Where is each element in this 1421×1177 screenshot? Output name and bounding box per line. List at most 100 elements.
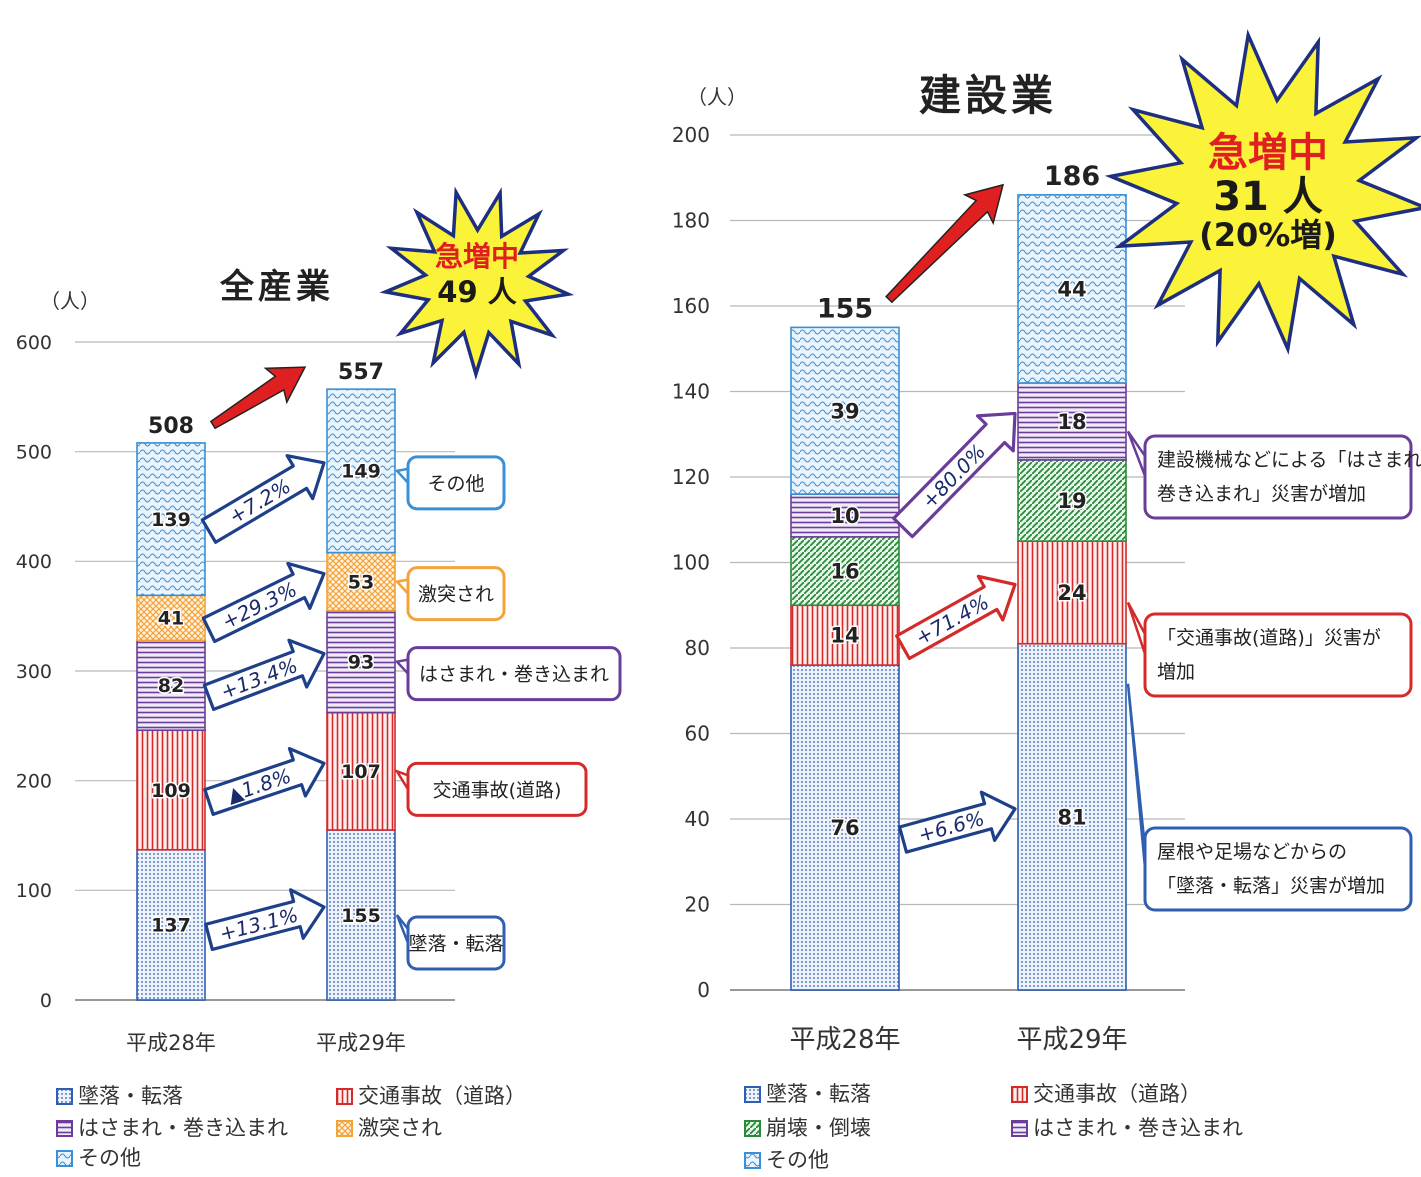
all-industry-legend-label: はさまれ・巻き込まれ: [78, 1116, 288, 1140]
all-industry-bar-segment: [326, 388, 396, 554]
construction-change-arrow: +80.0%: [892, 411, 1017, 539]
all-industry-legend-swatch: [56, 1120, 73, 1137]
all-industry-callout-text: 交通事故(道路): [433, 779, 562, 801]
all-industry-change-arrow-shape: [200, 454, 326, 544]
construction-callout-text: 「墜落・転落」災害が増加: [1157, 875, 1385, 897]
all-industry-callout-pointer: [394, 578, 410, 597]
all-industry-data-label: 53: [348, 571, 374, 593]
construction-unit-label: （人）: [687, 85, 747, 109]
all-industry-legend-label: 墜落・転落: [78, 1084, 183, 1108]
construction-burst-line1: 急増中: [1208, 130, 1328, 176]
all-industry-callout-text: その他: [427, 473, 484, 495]
all-industry-data-label: 149: [341, 461, 381, 483]
construction-change-arrow-label: +80.0%: [917, 439, 990, 513]
all-industry-change-arrow-shape: [201, 561, 326, 644]
construction-burst: [1104, 29, 1421, 355]
construction-callout-box: [1143, 612, 1413, 698]
construction-y-tick-label: 60: [685, 722, 710, 746]
all-industry-trend-arrow: [209, 366, 307, 430]
construction-callout-pointer: [1126, 430, 1147, 477]
construction-data-label: 19: [1057, 489, 1086, 513]
all-industry-y-tick-label: 100: [16, 880, 52, 902]
construction-total-label: 155: [817, 293, 873, 324]
construction-callout-text: 増加: [1157, 661, 1195, 683]
all-industry-y-tick-label: 0: [40, 990, 52, 1012]
all-industry-bar-segment: [136, 442, 206, 597]
construction-bar-segment: [790, 664, 900, 991]
construction-y-tick-label: 140: [672, 380, 710, 404]
all-industry-total-label: 557: [338, 360, 384, 385]
construction-total-label: 186: [1044, 161, 1100, 192]
construction-data-label: 39: [830, 399, 859, 423]
construction-y-tick-label: 0: [697, 978, 710, 1002]
construction-legend-swatch: [1011, 1086, 1028, 1103]
all-industry-legend-swatch: [336, 1088, 353, 1105]
construction-legend-label: その他: [766, 1148, 829, 1172]
construction-burst-line2: 31 人: [1213, 174, 1323, 220]
construction-data-label: 76: [830, 816, 859, 840]
all-industry-change-arrow: ▲1.8%: [203, 746, 326, 816]
all-industry-callout-box: [406, 566, 506, 622]
construction-title: 建設業: [919, 71, 1057, 120]
all-industry-bar-segment: [136, 848, 206, 1001]
construction-legend-label: はさまれ・巻き込まれ: [1033, 1116, 1243, 1140]
construction-y-tick-label: 40: [685, 807, 710, 831]
all-industry-y-tick-label: 300: [16, 661, 52, 683]
construction-y-tick-label: 20: [685, 893, 710, 917]
all-industry-data-label: 41: [158, 608, 184, 630]
all-industry-data-label: 139: [151, 509, 191, 531]
all-industry-data-label: 109: [151, 780, 191, 802]
construction-legend-swatch: [744, 1152, 761, 1169]
all-industry-legend-swatch: [56, 1150, 73, 1167]
all-industry-total-label: 508: [148, 414, 194, 439]
construction-callout-text: 建設機械などによる「はさまれ・: [1157, 449, 1421, 471]
all-industry-unit-label: （人）: [40, 289, 100, 313]
construction-bar-segment: [790, 536, 900, 607]
all-industry-title: 全産業: [219, 267, 334, 307]
construction-y-tick-label: 120: [672, 465, 710, 489]
all-industry-burst-line2: 49 人: [437, 275, 516, 309]
construction-y-tick-label: 80: [685, 636, 710, 660]
all-industry-bar-segment: [136, 639, 206, 732]
construction-legend-label: 墜落・転落: [766, 1082, 871, 1106]
construction-bar-segment: [1017, 540, 1127, 645]
construction-data-label: 18: [1057, 410, 1086, 434]
all-industry-burst-line1: 急増中: [435, 240, 519, 273]
all-industry-callout-box: [406, 761, 588, 817]
all-industry-change-arrow: +29.3%: [201, 561, 326, 644]
construction-data-label: 16: [830, 560, 859, 584]
construction-legend-swatch: [744, 1086, 761, 1103]
all-industry-change-arrow-label: +13.4%: [217, 653, 301, 704]
all-industry-bar-segment: [136, 729, 206, 851]
construction-callout-box: [1143, 434, 1413, 520]
all-industry-change-arrow: +13.4%: [202, 638, 326, 712]
construction-legend-swatch: [1011, 1120, 1028, 1137]
all-industry-trend-arrow-shape: [209, 366, 307, 430]
construction-legend-label: 交通事故（道路）: [1033, 1082, 1201, 1106]
all-industry-callout-box: [406, 455, 506, 511]
all-industry-chart: 0 100 200 300 400 500 600 （人） 全産業 137 109 82 41 139 50…: [16, 186, 622, 1170]
all-industry-callout-pointer: [394, 467, 410, 487]
all-industry-change-arrow-shape: [204, 888, 326, 952]
all-industry-change-arrow-shape: [203, 746, 326, 816]
all-industry-data-label: 93: [348, 652, 374, 674]
construction-change-arrow-shape: [892, 411, 1017, 539]
construction-data-label: 10: [830, 504, 859, 528]
construction-legend-label: 崩壊・倒壊: [766, 1116, 871, 1140]
all-industry-callout-box: [406, 915, 506, 971]
construction-x-tick-label: 平成29年: [1016, 1025, 1127, 1055]
construction-callout-box: [1143, 826, 1413, 912]
construction-data-label: 44: [1057, 277, 1086, 301]
construction-callout-pointer: [1126, 601, 1147, 655]
construction-change-arrow-shape: [897, 790, 1017, 854]
all-industry-burst: [379, 186, 575, 381]
all-industry-change-arrow: +13.1%: [204, 888, 326, 952]
all-industry-data-label: 155: [341, 905, 381, 927]
all-industry-legend-swatch: [336, 1120, 353, 1137]
all-industry-x-tick-label: 平成29年: [316, 1031, 406, 1055]
all-industry-y-tick-label: 600: [16, 332, 52, 354]
all-industry-y-tick-label: 200: [16, 771, 52, 793]
all-industry-legend-label: その他: [78, 1146, 141, 1170]
